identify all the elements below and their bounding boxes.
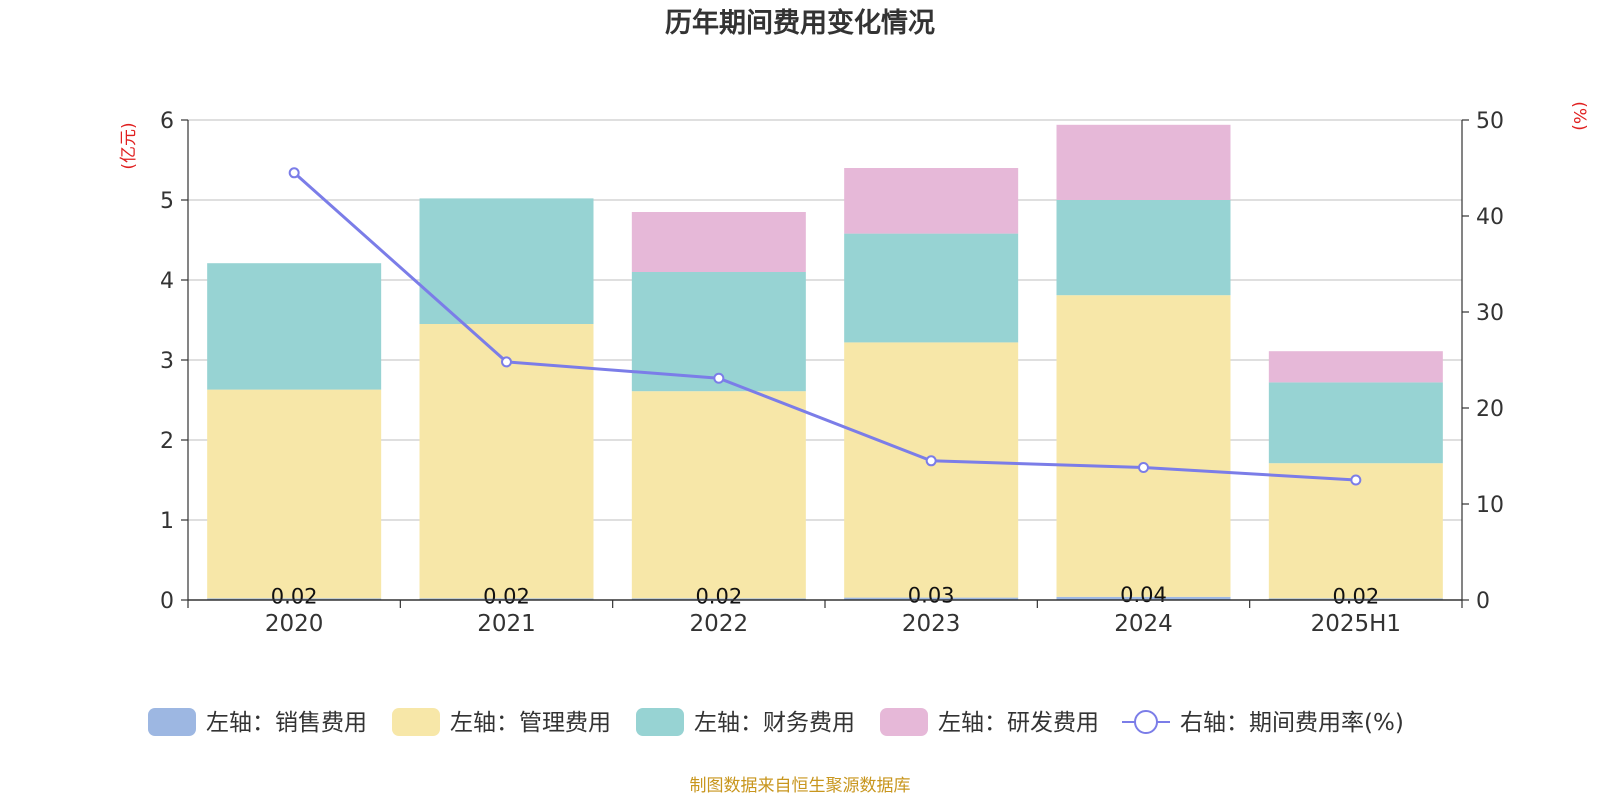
bar-sales [1268,598,1443,600]
data-label-sales: 0.02 [1332,584,1379,608]
legend-label-finance: 左轴：财务费用 [694,710,855,736]
legend-label-rate: 右轴：期间费用率(%) [1180,710,1404,736]
left-axis-tick-label: 2 [160,429,174,454]
bar-finance [844,233,1019,343]
data-label-sales: 0.02 [271,584,318,608]
x-axis-category-label: 2020 [265,611,324,637]
bar-finance [419,198,594,324]
bar-finance [207,263,382,390]
left-axis-tick-label: 3 [160,349,174,374]
right-axis-tick-label: 50 [1476,109,1504,134]
bar-rd [1268,351,1443,383]
left-axis-tick-label: 1 [160,509,174,534]
x-axis-category-label: 2023 [902,611,961,637]
left-axis-unit: (亿元) [119,122,139,169]
legend-label-admin: 左轴：管理费用 [450,710,611,736]
bar-rd [1056,124,1231,200]
legend-swatch-sales [148,708,196,736]
bar-admin [207,389,382,599]
left-axis-tick-label: 0 [160,589,174,614]
bar-finance [1056,200,1231,296]
bar-finance [631,272,806,392]
bar-admin [1056,295,1231,597]
left-axis-tick-label: 5 [160,189,174,214]
bar-series: 0.02 0.02 0.02 0.03 0.04 0.02 [207,124,1443,608]
bar-sales [207,598,382,600]
rate-point [288,167,300,179]
legend-label-rd: 左轴：研发费用 [938,710,1099,736]
legend-swatch-admin [392,708,440,736]
x-axis-category-label: 2021 [477,611,536,637]
legend-swatch-rd [880,708,928,736]
bar-sales [844,597,1019,600]
rate-point [1350,474,1362,486]
axes: 0 1 2 3 4 5 6 0 10 20 30 40 50 2020 2021 2022 2023 2024 20… [160,109,1504,637]
right-axis-tick-label: 30 [1476,301,1504,326]
rate-point [1138,462,1149,474]
x-axis-category-label: 2025H1 [1311,611,1401,637]
left-axis-tick-label: 4 [160,269,174,294]
data-source-note: 制图数据来自恒生聚源数据库 [690,776,911,796]
bar-admin [419,324,594,599]
grid-lines [188,119,1462,521]
bar-sales [419,598,594,600]
right-axis-tick-label: 20 [1476,397,1504,422]
rate-point [925,455,937,467]
right-axis-tick-label: 0 [1476,589,1490,614]
bar-admin [844,342,1019,598]
rate-point [501,356,512,368]
rate-point [713,372,725,384]
bar-admin [1268,463,1443,599]
legend-swatch-finance [636,708,684,736]
data-label-sales: 0.02 [483,584,530,608]
legend-circle-swatch [1134,710,1158,734]
bar-sales [1056,596,1231,600]
bar-rd [844,168,1019,234]
left-axis-tick-label: 6 [160,109,174,134]
bar-rd [631,212,806,272]
data-label-sales: 0.04 [1120,583,1167,607]
bar-sales [631,598,806,600]
right-axis-tick-label: 10 [1476,493,1504,518]
rate-line-series [288,167,1362,486]
bar-admin [631,391,806,599]
right-axis-unit: (%) [1569,101,1589,130]
bar-finance [1268,382,1443,464]
rate-line [293,171,1356,482]
x-axis-category-label: 2024 [1114,611,1173,637]
x-axis-category-label: 2022 [690,611,749,637]
right-axis-tick-label: 40 [1476,205,1504,230]
legend: 左轴：销售费用 左轴：管理费用 左轴：财务费用 左轴：研发费用 右轴：期间费用率(%) [148,708,1404,736]
legend-label-sales: 左轴：销售费用 [206,710,367,736]
data-label-sales: 0.03 [908,584,955,608]
data-label-sales: 0.02 [695,584,742,608]
chart-title: 历年期间费用变化情况 [665,7,935,39]
